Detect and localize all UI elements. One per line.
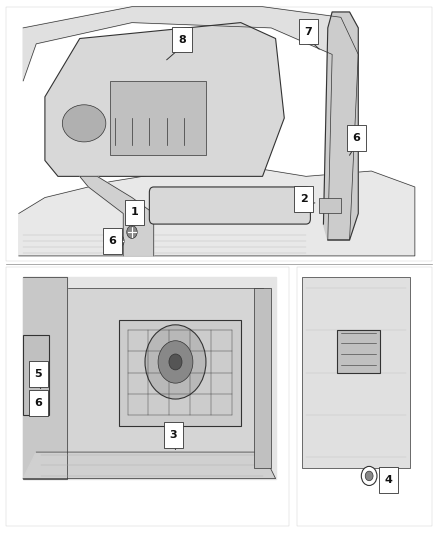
Bar bbox=[110, 81, 206, 155]
FancyBboxPatch shape bbox=[149, 187, 311, 224]
Polygon shape bbox=[19, 166, 415, 256]
Bar bbox=[336, 330, 380, 373]
Bar bbox=[299, 19, 318, 44]
Text: 8: 8 bbox=[178, 35, 186, 45]
Circle shape bbox=[127, 225, 137, 238]
Polygon shape bbox=[80, 176, 154, 256]
Polygon shape bbox=[36, 288, 262, 468]
Bar bbox=[103, 228, 122, 254]
Bar bbox=[23, 335, 49, 415]
Circle shape bbox=[34, 399, 43, 410]
Polygon shape bbox=[254, 288, 271, 468]
Bar bbox=[6, 266, 289, 526]
Text: 2: 2 bbox=[300, 194, 308, 204]
Bar bbox=[297, 266, 432, 526]
Bar bbox=[379, 467, 398, 493]
Text: 5: 5 bbox=[35, 369, 42, 379]
Bar bbox=[302, 277, 410, 468]
Bar bbox=[119, 319, 241, 425]
Polygon shape bbox=[23, 277, 67, 479]
Bar bbox=[346, 125, 366, 151]
Circle shape bbox=[351, 134, 361, 147]
Text: 6: 6 bbox=[352, 133, 360, 143]
Circle shape bbox=[158, 341, 193, 383]
Text: 6: 6 bbox=[35, 398, 42, 408]
Bar bbox=[319, 198, 341, 214]
Circle shape bbox=[361, 466, 377, 486]
Bar bbox=[173, 27, 191, 52]
Text: 4: 4 bbox=[385, 475, 393, 485]
Bar bbox=[124, 199, 144, 225]
Text: 1: 1 bbox=[130, 207, 138, 217]
Bar bbox=[29, 361, 48, 387]
Bar bbox=[294, 187, 314, 212]
Circle shape bbox=[145, 325, 206, 399]
Bar bbox=[29, 391, 48, 416]
Bar bbox=[164, 422, 183, 448]
Ellipse shape bbox=[62, 105, 106, 142]
Polygon shape bbox=[23, 277, 276, 479]
Polygon shape bbox=[23, 452, 276, 479]
Text: 7: 7 bbox=[304, 27, 312, 37]
Polygon shape bbox=[45, 22, 284, 176]
Circle shape bbox=[169, 354, 182, 370]
Polygon shape bbox=[323, 12, 358, 240]
Circle shape bbox=[114, 235, 124, 247]
Text: 6: 6 bbox=[109, 236, 117, 246]
Polygon shape bbox=[23, 7, 358, 240]
Bar bbox=[6, 7, 432, 261]
Circle shape bbox=[365, 471, 373, 481]
Text: 3: 3 bbox=[170, 430, 177, 440]
